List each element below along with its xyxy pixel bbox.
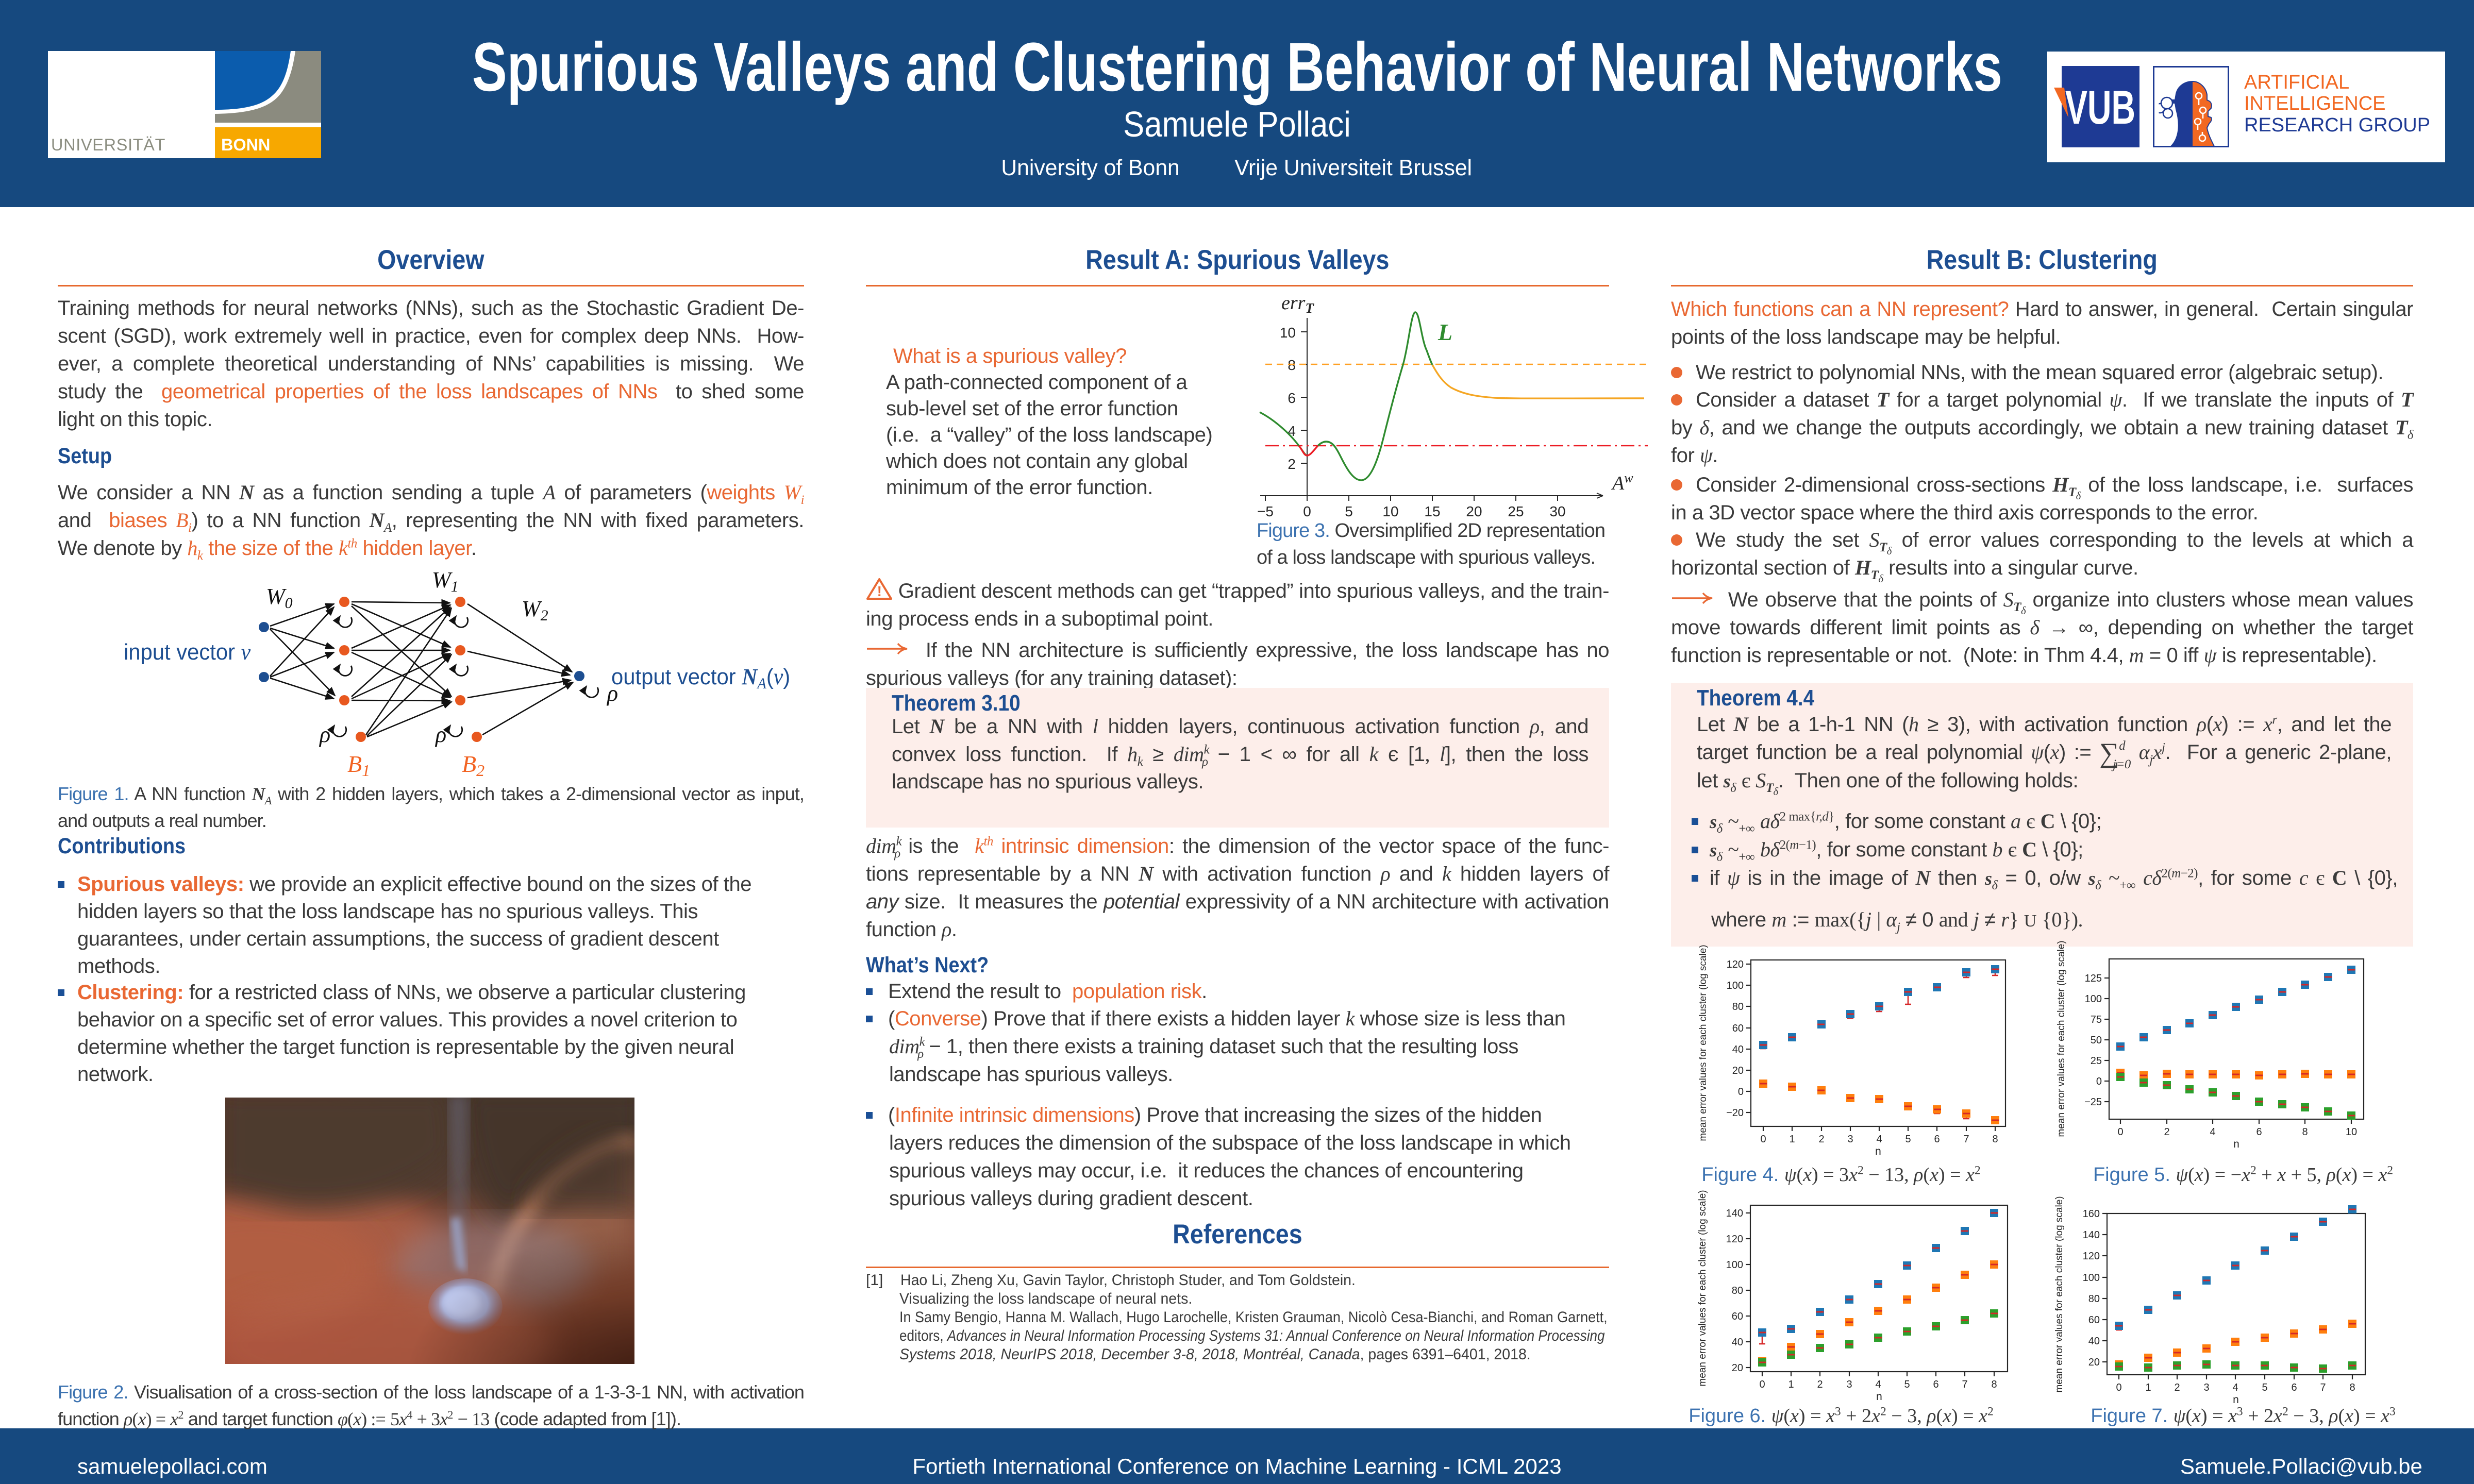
svg-text:output vector NA(v): output vector NA(v) — [611, 664, 790, 692]
svg-text:40: 40 — [2088, 1336, 2100, 1347]
svg-text:60: 60 — [1732, 1023, 1744, 1034]
svg-text:3: 3 — [1846, 1379, 1852, 1390]
svg-text:3: 3 — [2203, 1382, 2209, 1393]
svg-text:−5: −5 — [1257, 503, 1274, 519]
svg-text:7: 7 — [1963, 1134, 1969, 1145]
svg-text:60: 60 — [1732, 1311, 1743, 1322]
svg-text:30: 30 — [1549, 503, 1565, 519]
svg-text:n: n — [2233, 1394, 2239, 1406]
svg-text:0: 0 — [1759, 1379, 1765, 1390]
svg-text:6: 6 — [1934, 1134, 1940, 1145]
svg-text:80: 80 — [2088, 1293, 2100, 1305]
svg-text:120: 120 — [2083, 1251, 2100, 1262]
svg-text:7: 7 — [2320, 1382, 2326, 1393]
svg-text:20: 20 — [1732, 1362, 1743, 1374]
svg-text:B1: B1 — [347, 751, 370, 780]
svg-text:!: ! — [877, 583, 882, 599]
svg-text:20: 20 — [1466, 503, 1482, 519]
svg-text:n: n — [1875, 1145, 1881, 1157]
svg-text:75: 75 — [2091, 1014, 2102, 1025]
svg-text:8: 8 — [1992, 1134, 1998, 1145]
svg-text:B2: B2 — [462, 751, 484, 780]
svg-text:mean error values for each clu: mean error values for each cluster (log … — [2054, 1196, 2065, 1392]
svg-text:140: 140 — [1726, 1208, 1743, 1219]
svg-text:15: 15 — [1424, 503, 1440, 519]
svg-text:160: 160 — [2083, 1208, 2100, 1220]
svg-text:125: 125 — [2085, 973, 2102, 984]
svg-text:W2: W2 — [522, 596, 548, 624]
svg-text:ρ: ρ — [319, 722, 330, 747]
svg-text:4: 4 — [2232, 1382, 2238, 1393]
svg-text:0: 0 — [1760, 1134, 1766, 1145]
svg-text:40: 40 — [1732, 1044, 1744, 1055]
svg-text:80: 80 — [1732, 1001, 1744, 1013]
svg-text:2: 2 — [1818, 1134, 1824, 1145]
svg-text:1: 1 — [1788, 1379, 1794, 1390]
svg-text:2: 2 — [2164, 1126, 2169, 1138]
svg-text:0: 0 — [1303, 503, 1311, 519]
svg-text:10: 10 — [1280, 325, 1296, 341]
svg-text:2: 2 — [2174, 1382, 2180, 1393]
svg-text:5: 5 — [1905, 1134, 1911, 1145]
svg-text:−20: −20 — [1726, 1107, 1744, 1119]
svg-text:6: 6 — [1933, 1379, 1938, 1390]
svg-text:4: 4 — [2210, 1126, 2215, 1138]
svg-text:7: 7 — [1962, 1379, 1967, 1390]
svg-text:8: 8 — [1991, 1379, 1997, 1390]
svg-text:5: 5 — [2262, 1382, 2267, 1393]
svg-text:input vector v: input vector v — [124, 639, 251, 665]
svg-text:25: 25 — [1508, 503, 1524, 519]
svg-text:100: 100 — [2083, 1272, 2100, 1284]
svg-text:10: 10 — [2346, 1126, 2357, 1138]
svg-text:0: 0 — [2116, 1382, 2121, 1393]
svg-text:ρ: ρ — [434, 722, 446, 747]
svg-text:ρ: ρ — [606, 681, 618, 706]
svg-text:mean error values for each clu: mean error values for each cluster (log … — [1697, 1190, 1708, 1386]
svg-text:mean error values for each clu: mean error values for each cluster (log … — [1698, 945, 1709, 1141]
svg-text:0: 0 — [1738, 1086, 1744, 1098]
svg-text:25: 25 — [2091, 1055, 2102, 1067]
svg-text:5: 5 — [1345, 503, 1353, 519]
svg-text:50: 50 — [2091, 1035, 2102, 1046]
svg-text:4: 4 — [1876, 1134, 1882, 1145]
svg-text:mean error values for each clu: mean error values for each cluster (log … — [2056, 940, 2067, 1137]
svg-text:0: 0 — [2117, 1126, 2123, 1138]
svg-text:4: 4 — [1875, 1379, 1881, 1390]
svg-text:8: 8 — [2302, 1126, 2308, 1138]
svg-text:W1: W1 — [432, 567, 459, 595]
svg-text:n: n — [1876, 1391, 1882, 1403]
svg-text:0: 0 — [2096, 1076, 2102, 1087]
svg-text:3: 3 — [1847, 1134, 1853, 1145]
svg-text:120: 120 — [1726, 1234, 1743, 1245]
svg-text:Aw: Aw — [1611, 470, 1633, 494]
svg-text:100: 100 — [1727, 980, 1744, 991]
svg-text:−25: −25 — [2084, 1097, 2102, 1108]
svg-text:n: n — [2233, 1138, 2239, 1150]
svg-text:1: 1 — [1789, 1134, 1795, 1145]
svg-text:2: 2 — [1817, 1379, 1823, 1390]
svg-text:100: 100 — [2085, 993, 2102, 1005]
svg-text:6: 6 — [2256, 1126, 2262, 1138]
svg-text:errT: errT — [1281, 292, 1314, 316]
svg-text:80: 80 — [1732, 1285, 1743, 1296]
svg-text:10: 10 — [1382, 503, 1398, 519]
svg-text:60: 60 — [2088, 1314, 2100, 1326]
svg-text:1: 1 — [2145, 1382, 2151, 1393]
svg-text:6: 6 — [2291, 1382, 2297, 1393]
svg-text:L: L — [1437, 319, 1452, 345]
svg-text:8: 8 — [2349, 1382, 2355, 1393]
svg-text:8: 8 — [1288, 357, 1296, 373]
svg-text:40: 40 — [1732, 1337, 1743, 1348]
svg-text:VUB: VUB — [2065, 81, 2135, 134]
svg-text:20: 20 — [2088, 1357, 2100, 1368]
svg-text:5: 5 — [1904, 1379, 1910, 1390]
svg-text:20: 20 — [1732, 1065, 1744, 1076]
svg-text:2: 2 — [1288, 456, 1296, 472]
svg-text:120: 120 — [1727, 959, 1744, 970]
svg-text:140: 140 — [2083, 1229, 2100, 1241]
svg-text:6: 6 — [1288, 390, 1296, 406]
svg-text:W0: W0 — [266, 584, 293, 612]
svg-text:100: 100 — [1726, 1259, 1743, 1271]
